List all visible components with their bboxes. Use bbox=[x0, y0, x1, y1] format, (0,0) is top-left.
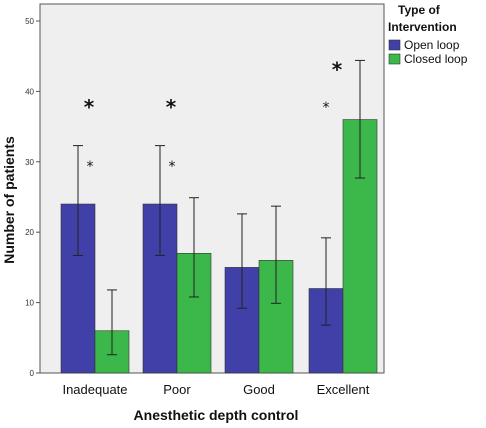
legend-swatch bbox=[388, 39, 401, 51]
significance-asterisk: * bbox=[166, 95, 177, 119]
y-tick-label: 10 bbox=[25, 299, 34, 308]
x-tick-label: Good bbox=[243, 382, 275, 397]
significance-asterisk: * bbox=[84, 95, 95, 119]
x-axis-title: Anesthetic depth control bbox=[134, 407, 299, 423]
y-axis-title: Number of patients bbox=[1, 136, 17, 264]
y-tick-label: 40 bbox=[25, 87, 34, 96]
y-axis: 0 10 20 30 40 50 bbox=[25, 17, 40, 378]
y-tick-label: 20 bbox=[25, 228, 34, 237]
significance-markers: * * * * * * bbox=[84, 58, 343, 175]
significance-asterisk: * bbox=[332, 58, 343, 82]
x-tick-label: Excellent bbox=[317, 382, 370, 397]
significance-asterisk: * bbox=[87, 159, 94, 175]
legend-title: Intervention bbox=[388, 20, 457, 34]
y-tick-label: 0 bbox=[30, 369, 35, 378]
legend-title: Type of bbox=[398, 3, 441, 17]
legend-label: Closed loop bbox=[404, 52, 468, 66]
x-axis: Inadequate Poor Good Excellent bbox=[62, 382, 369, 397]
y-tick-label: 30 bbox=[25, 158, 34, 167]
significance-asterisk: * bbox=[323, 100, 330, 116]
y-tick-label: 50 bbox=[25, 17, 34, 26]
error-bars bbox=[73, 59, 365, 356]
significance-asterisk: * bbox=[169, 159, 176, 175]
x-tick-label: Poor bbox=[163, 382, 191, 397]
x-tick-label: Inadequate bbox=[62, 382, 127, 397]
legend-label: Open loop bbox=[404, 38, 460, 52]
legend-swatch bbox=[388, 53, 401, 65]
